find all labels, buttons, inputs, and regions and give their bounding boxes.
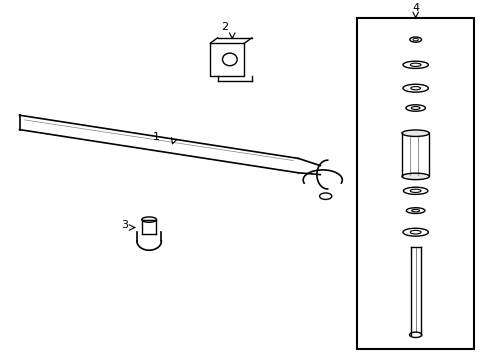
Ellipse shape <box>142 217 156 222</box>
Bar <box>356 18 473 349</box>
Text: 1: 1 <box>153 132 160 142</box>
Ellipse shape <box>401 173 428 180</box>
Ellipse shape <box>401 130 428 136</box>
Text: 4: 4 <box>411 3 418 13</box>
Bar <box>210 43 244 76</box>
Text: 2: 2 <box>221 22 228 32</box>
Text: 3: 3 <box>121 220 128 230</box>
